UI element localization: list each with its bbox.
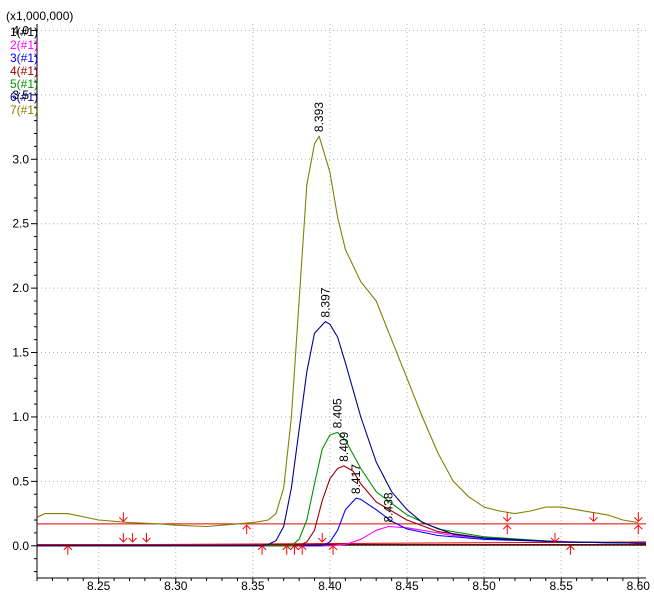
y-tick-label: 0.0 bbox=[12, 539, 29, 553]
integration-marker bbox=[317, 532, 327, 543]
marker-head bbox=[290, 545, 299, 551]
peak-label: 8.397 bbox=[318, 287, 332, 317]
integration-marker bbox=[242, 524, 252, 535]
y-tick-label: 2.0 bbox=[12, 281, 29, 295]
integration-markers bbox=[63, 512, 643, 555]
marker-head bbox=[142, 537, 151, 543]
integration-marker bbox=[290, 545, 299, 555]
integration-marker bbox=[502, 524, 512, 535]
integration-marker bbox=[63, 545, 73, 555]
x-tick-label: 8.55 bbox=[550, 579, 574, 592]
marker-head bbox=[633, 524, 643, 530]
marker-head bbox=[328, 545, 338, 551]
x-tick-label: 8.40 bbox=[318, 579, 342, 592]
integration-marker bbox=[328, 545, 338, 555]
integration-marker bbox=[118, 532, 128, 543]
peak-label: 8.393 bbox=[312, 102, 326, 132]
peak-labels: 8.393 8.397 8.405 8.409 8.417 8.438 bbox=[312, 102, 395, 523]
y-tick-label: 4.0 bbox=[12, 23, 29, 37]
x-tick-label: 8.50 bbox=[472, 579, 496, 592]
x-tick-label: 8.25 bbox=[87, 579, 111, 592]
legend-entry: 6(#1) bbox=[10, 90, 38, 104]
series-line-7 bbox=[36, 135, 639, 528]
integration-marker bbox=[297, 545, 307, 555]
marker-head bbox=[502, 524, 512, 530]
x-tick-label: 8.60 bbox=[627, 579, 651, 592]
marker-head bbox=[282, 545, 292, 551]
grid bbox=[37, 24, 646, 578]
legend-entry: 3(#1) bbox=[10, 51, 38, 65]
series-line-3 bbox=[37, 497, 647, 547]
series-line-6 bbox=[37, 321, 647, 547]
marker-head bbox=[242, 524, 252, 530]
integration-marker bbox=[633, 512, 643, 523]
marker-head bbox=[128, 537, 137, 543]
marker-head bbox=[257, 545, 267, 551]
y-axis-multiplier: (x1,000,000) bbox=[6, 9, 73, 23]
integration-baseline bbox=[36, 541, 647, 546]
marker-head bbox=[566, 545, 575, 551]
y-tick-label: 2.5 bbox=[12, 217, 29, 231]
integration-marker bbox=[633, 524, 643, 535]
marker-head bbox=[550, 537, 560, 543]
integration-marker bbox=[118, 512, 128, 523]
axes: 0.0 0.5 1.0 1.5 2.0 2.5 3.0 3.5 4.0 8.25 8.30 8.35 8… bbox=[12, 23, 650, 592]
integration-marker bbox=[502, 512, 512, 523]
legend-entry: 5(#1) bbox=[10, 77, 38, 91]
y-tick-label: 1.0 bbox=[12, 410, 29, 424]
integration-marker bbox=[566, 545, 575, 555]
peak-label: 8.438 bbox=[382, 492, 396, 522]
y-tick-label: 3.0 bbox=[12, 152, 29, 166]
marker-head bbox=[633, 516, 643, 523]
x-tick-label: 8.45 bbox=[395, 579, 419, 592]
y-tick-label: 3.5 bbox=[12, 88, 29, 102]
marker-head bbox=[502, 516, 512, 523]
integration-marker bbox=[257, 545, 267, 555]
series-lines bbox=[36, 135, 647, 547]
integration-marker bbox=[550, 532, 560, 543]
peak-label: 8.409 bbox=[337, 432, 351, 462]
peak-label: 8.405 bbox=[331, 398, 345, 428]
integration-marker bbox=[282, 545, 292, 555]
legend-entry: 4(#1) bbox=[10, 64, 38, 78]
x-tick-label: 8.35 bbox=[241, 579, 265, 592]
legend-entry: 2(#1) bbox=[10, 38, 38, 52]
y-tick-label: 1.5 bbox=[12, 346, 29, 360]
legend-entry: 1(#1) bbox=[10, 25, 38, 39]
marker-head bbox=[589, 516, 598, 523]
peak-label: 8.417 bbox=[349, 464, 363, 494]
integration-marker bbox=[589, 512, 598, 523]
marker-head bbox=[63, 545, 73, 551]
integration-marker bbox=[142, 532, 151, 543]
x-tick-label: 8.30 bbox=[164, 579, 188, 592]
marker-head bbox=[317, 537, 327, 543]
marker-head bbox=[118, 516, 128, 523]
marker-head bbox=[297, 545, 307, 551]
integration-marker bbox=[128, 532, 137, 543]
legend: 1(#1)2(#1)3(#1)4(#1)5(#1)6(#1)7(#1) bbox=[10, 25, 38, 117]
y-tick-label: 0.5 bbox=[12, 474, 29, 488]
series-line-5 bbox=[37, 431, 647, 547]
marker-head bbox=[118, 537, 128, 543]
legend-entry: 7(#1) bbox=[10, 103, 38, 117]
